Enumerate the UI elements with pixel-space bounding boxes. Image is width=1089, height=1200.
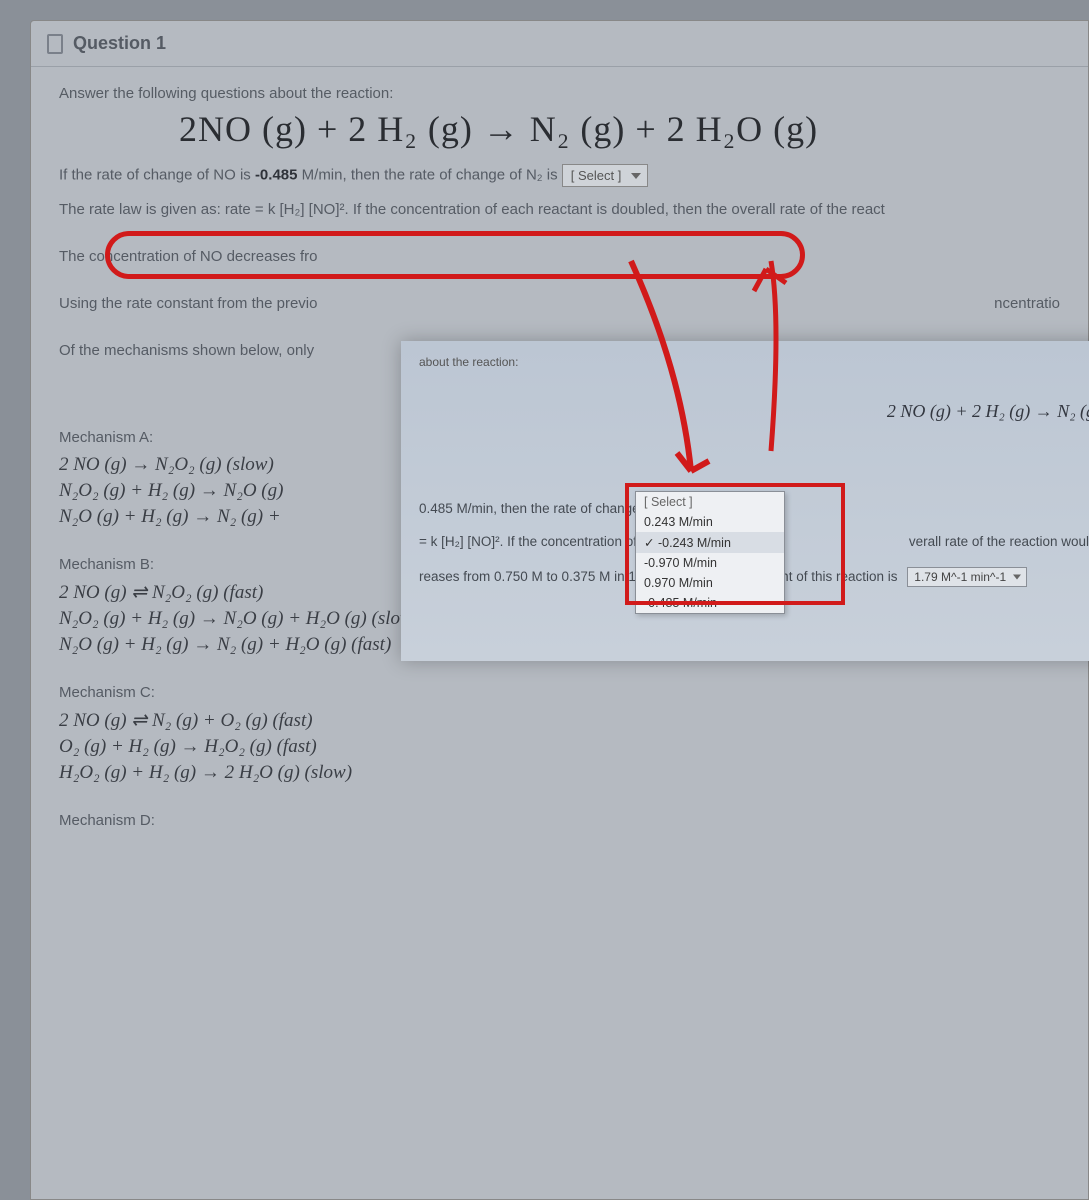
sentence-rate-constant: Using the rate constant from the previo … [59, 295, 1060, 312]
dropdown-header: [ Select ] [636, 492, 784, 512]
handwritten-equation: 2NO (g) + 2 H₂ (g) → N₂ (g) + 2 H₂O (g) [179, 108, 1060, 150]
mechanism-d: Mechanism D: [59, 812, 1060, 829]
mechanism-c-title: Mechanism C: [59, 684, 1060, 701]
dropdown-option-3[interactable]: 0.970 M/min [636, 573, 784, 593]
rate-dropdown-menu[interactable]: [ Select ] 0.243 M/min -0.243 M/min -0.9… [635, 491, 785, 614]
dropdown-option-1[interactable]: -0.243 M/min [636, 532, 784, 553]
mech-c-eq2: O₂ (g) + H₂ (g) → H₂O₂ (g) (fast) [59, 736, 1060, 758]
mechanism-c: Mechanism C: 2 NO (g) ⇌ N₂ (g) + O₂ (g) … [59, 684, 1060, 784]
overlay-fragment-top: about the reaction: [419, 355, 518, 369]
question-header: Question 1 [31, 21, 1088, 67]
dropdown-option-2[interactable]: -0.970 M/min [636, 553, 784, 573]
question-panel: Question 1 Answer the following question… [30, 20, 1089, 1200]
mech-c-eq3: H₂O₂ (g) + H₂ (g) → 2 H₂O (g) (slow) [59, 762, 1060, 784]
question-number: Question 1 [73, 33, 166, 54]
rate-constant-select[interactable]: 1.79 M^-1 min^-1 [907, 567, 1027, 587]
answer-select-1[interactable]: [ Select ] [562, 164, 649, 187]
sentence-concentration: The concentration of NO decreases fro [59, 248, 1060, 265]
flag-icon[interactable] [47, 34, 63, 54]
dropdown-option-4[interactable]: -0.485 M/min [636, 593, 784, 613]
overlay-reaction-eq: 2 NO (g) + 2 H₂ (g) → N₂ (g) [887, 401, 1089, 422]
question-prompt: Answer the following questions about the… [59, 85, 1060, 102]
dropdown-option-0[interactable]: 0.243 M/min [636, 512, 784, 532]
mech-c-eq1: 2 NO (g) ⇌ N₂ (g) + O₂ (g) (fast) [59, 709, 1060, 732]
sentence-rate-law: The rate law is given as: rate = k [H₂] … [59, 201, 1060, 218]
mechanism-d-title: Mechanism D: [59, 812, 1060, 829]
sentence-rate-of-change: If the rate of change of NO is -0.485 M/… [59, 164, 1060, 187]
